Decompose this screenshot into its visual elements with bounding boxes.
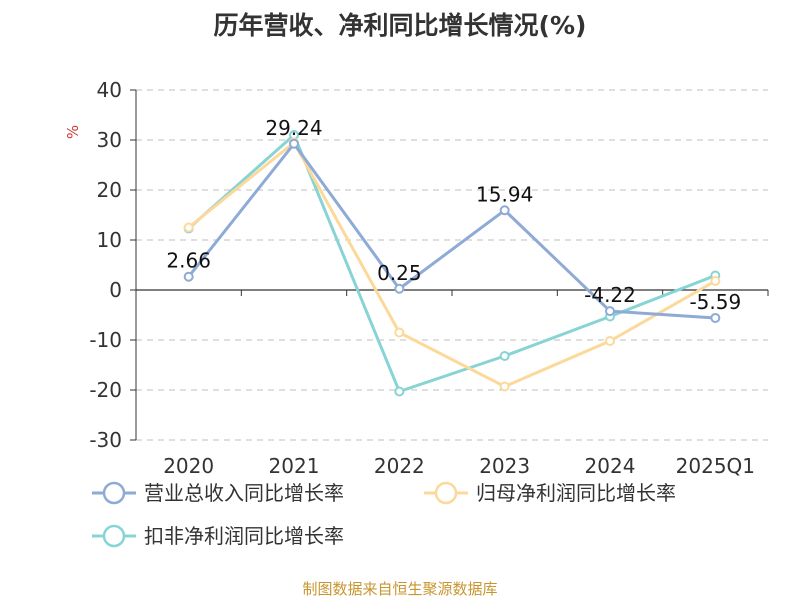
- series-line: [187, 141, 717, 388]
- y-tick-label: -30: [89, 428, 122, 452]
- data-label: 2.66: [166, 249, 211, 273]
- x-tick-label: 2022: [374, 454, 425, 478]
- data-point: [605, 306, 615, 317]
- data-point: [710, 312, 721, 323]
- data-point: [394, 327, 405, 338]
- y-tick-label: -20: [89, 378, 122, 402]
- axis-layer: 40 30 20 10 0 -10 -20 -30% 2020 2021 2022 2023 2024 2…: [64, 78, 769, 478]
- data-point: [394, 386, 405, 397]
- x-tick-label: 2021: [269, 454, 320, 478]
- data-label: 15.94: [476, 182, 533, 206]
- y-tick-label: 30: [97, 128, 122, 152]
- legend-label: 营业总收入同比增长率: [144, 481, 344, 505]
- data-point: [394, 283, 405, 294]
- chart-title: 历年营收、净利同比增长情况(%): [213, 11, 587, 40]
- series-line: [187, 133, 716, 393]
- data-label: 0.25: [377, 261, 422, 285]
- legend-marker: [102, 481, 126, 505]
- data-point: [183, 271, 194, 282]
- legend-label: 归母净利润同比增长率: [476, 481, 676, 505]
- y-tick-label: 40: [97, 78, 122, 102]
- data-label: 29.24: [265, 116, 322, 140]
- label-layer: 2.66 29.24 0.25 15.94 -4.22 -5.59: [166, 116, 741, 314]
- data-point: [710, 276, 721, 286]
- data-point: [499, 205, 510, 216]
- y-tick-label: 20: [97, 178, 122, 202]
- legend-label: 扣非净利润同比增长率: [144, 524, 344, 548]
- y-tick-label: 10: [97, 228, 122, 252]
- y-axis-label: %: [64, 125, 82, 139]
- legend-marker: [102, 524, 126, 548]
- data-point: [289, 138, 299, 149]
- y-tick-label: 0: [109, 278, 122, 302]
- data-point: [605, 336, 615, 346]
- data-label: -5.59: [689, 290, 741, 314]
- legend-marker: [434, 481, 458, 505]
- data-label: -4.22: [584, 283, 636, 307]
- x-tick-label: 2023: [479, 454, 530, 478]
- data-point: [499, 381, 510, 392]
- grid-layer: [136, 89, 768, 441]
- series-layer: [183, 130, 721, 397]
- series-line: [187, 142, 716, 320]
- x-tick-label: 2024: [585, 454, 636, 478]
- data-point: [183, 222, 194, 233]
- data-point: [499, 351, 510, 361]
- source-note: 制图数据来自恒生聚源数据库: [302, 580, 498, 598]
- x-tick-label: 2025Q1: [676, 454, 755, 478]
- x-tick-label: 2020: [163, 454, 214, 478]
- y-tick-label: -10: [89, 328, 122, 352]
